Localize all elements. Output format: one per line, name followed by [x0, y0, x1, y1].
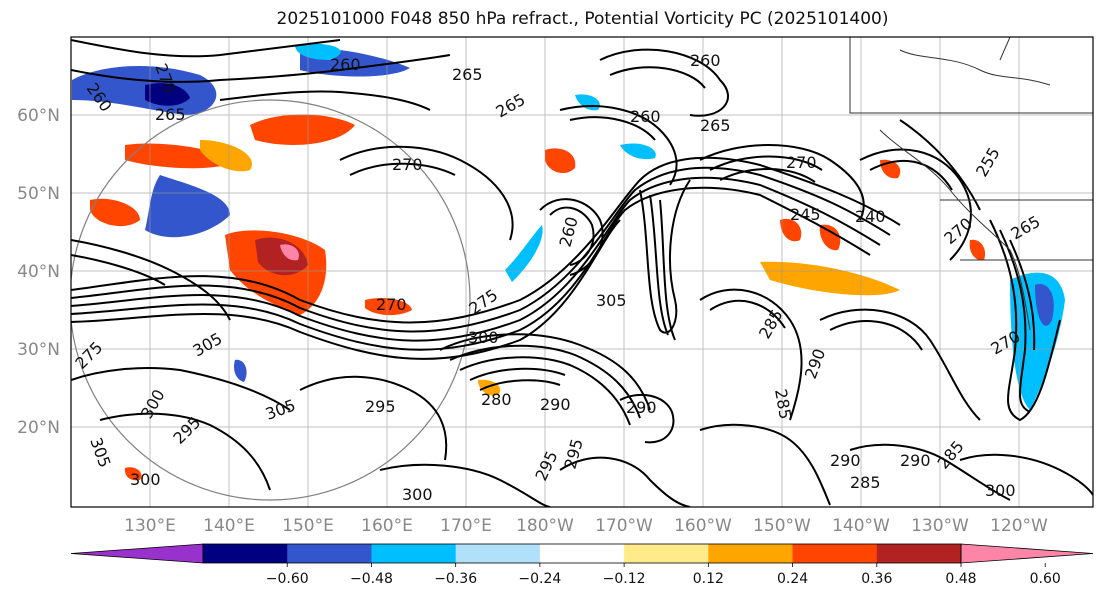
- contour-label: 305: [596, 291, 627, 310]
- contour-label: 300: [130, 470, 161, 489]
- map-frame: [70, 36, 1094, 508]
- colorbar-tick-label: −0.24: [518, 571, 561, 587]
- lon-label: 140°E: [203, 516, 255, 536]
- blue-core-east-coast: [1035, 284, 1054, 326]
- colorbar-segment: [371, 544, 457, 563]
- coastlines: [849, 37, 1093, 331]
- darkred-core-west: [255, 237, 308, 276]
- contour-label: 270: [376, 295, 407, 314]
- contour-label: 290: [830, 451, 861, 470]
- lon-label: 130°W: [911, 516, 969, 536]
- lon-label: 150°W: [753, 516, 811, 536]
- graticule: [71, 37, 1093, 507]
- contour-label: 290: [540, 395, 571, 414]
- map-title: 2025101000 F048 850 hPa refract., Potent…: [276, 9, 889, 29]
- lon-label: 160°E: [361, 516, 413, 536]
- contour-label: 270: [392, 155, 423, 174]
- lat-label: 20°N: [17, 418, 60, 438]
- colorbar-segment: [624, 544, 709, 563]
- yellow-band-east: [760, 261, 900, 296]
- contour-label: 260: [630, 107, 661, 126]
- latitude-labels: 60°N 50°N 40°N 30°N 20°N: [17, 106, 60, 438]
- colorbar-segment: [455, 544, 541, 563]
- cyan-blob-north-center2: [620, 143, 656, 160]
- blue-streak-center: [505, 225, 543, 282]
- lon-label: 160°W: [674, 516, 732, 536]
- orange-blob-center: [365, 298, 412, 316]
- contour-label: 295: [365, 397, 396, 416]
- colorbar-tick-label: 0.36: [861, 571, 892, 587]
- contour-label: 280: [481, 390, 512, 409]
- colorbar-tick-label: −0.60: [266, 571, 309, 587]
- contour-label: 265: [700, 116, 731, 135]
- blue-band-west: [145, 175, 230, 238]
- yellow-blob-northwest: [200, 140, 252, 172]
- contour-label: 265: [452, 65, 483, 84]
- contour-label: 290: [900, 451, 931, 470]
- orange-blob-southwest: [124, 467, 142, 481]
- lat-label: 50°N: [17, 184, 60, 204]
- orange-blob-east: [780, 218, 802, 242]
- contour-label: 285: [850, 473, 881, 492]
- contour-label: 300: [985, 481, 1016, 500]
- contour-label: 300: [468, 328, 499, 347]
- lon-label: 150°E: [282, 516, 334, 536]
- pink-core-west: [280, 244, 299, 261]
- orange-blob-northwest: [125, 143, 240, 169]
- colorbar-extend-low: [70, 543, 204, 564]
- colorbar-segment: [287, 544, 372, 563]
- lon-label: 130°E: [124, 516, 176, 536]
- lon-label: 120°W: [990, 516, 1048, 536]
- contour-label: 245: [790, 205, 821, 224]
- contour-label: 260: [690, 51, 721, 70]
- colorbar-tick-label: 0.12: [693, 571, 724, 587]
- orange-blob-north-center: [545, 148, 576, 174]
- contour-label: 300: [402, 485, 433, 504]
- colorbar: −0.60 −0.48 −0.36 −0.24 −0.12 0.12 0.24 0.36 0.4…: [70, 543, 1094, 587]
- contour-label: 290: [626, 398, 657, 417]
- lon-label: 170°W: [595, 516, 653, 536]
- cyan-blob-north: [295, 43, 341, 60]
- colorbar-outline: [202, 543, 962, 564]
- longitude-labels: 130°E 140°E 150°E 160°E 170°E 180°W 170°…: [124, 516, 1048, 536]
- lon-label: 140°W: [832, 516, 890, 536]
- blue-blob-southwest: [234, 359, 247, 382]
- colorbar-segment: [876, 544, 962, 563]
- lon-label: 170°E: [440, 516, 492, 536]
- orange-blob-east2: [819, 224, 841, 251]
- orange-blob-west: [90, 198, 140, 227]
- shading-layer: [72, 43, 1065, 481]
- colorbar-tick-label: −0.48: [350, 571, 393, 587]
- colorbar-tick-label: −0.12: [603, 571, 646, 587]
- orange-blob-north: [250, 114, 355, 145]
- lat-label: 60°N: [17, 106, 60, 126]
- contour-label: 240: [855, 207, 886, 226]
- contour-label: 265: [155, 105, 186, 124]
- contour-label: 260: [330, 55, 361, 74]
- colorbar-tick-label: 0.48: [945, 571, 976, 587]
- colorbar-segment: [203, 544, 288, 563]
- lat-label: 30°N: [17, 340, 60, 360]
- red-blob-east-coast: [969, 239, 986, 261]
- colorbar-segment: [539, 544, 625, 563]
- colorbar-tick-label: 0.60: [1030, 571, 1061, 587]
- lat-label: 40°N: [17, 262, 60, 282]
- colorbar-extend-high: [960, 543, 1094, 564]
- colorbar-tick-label: −0.36: [434, 571, 477, 587]
- navy-blob-northwest: [145, 83, 190, 106]
- lon-label: 180°W: [516, 516, 574, 536]
- colorbar-segment: [792, 544, 878, 563]
- contour-lines: [71, 39, 1093, 507]
- contour-label: 270: [786, 153, 817, 172]
- colorbar-segment: [708, 544, 794, 563]
- range-ring: [71, 99, 471, 501]
- colorbar-tick-label: 0.24: [777, 571, 808, 587]
